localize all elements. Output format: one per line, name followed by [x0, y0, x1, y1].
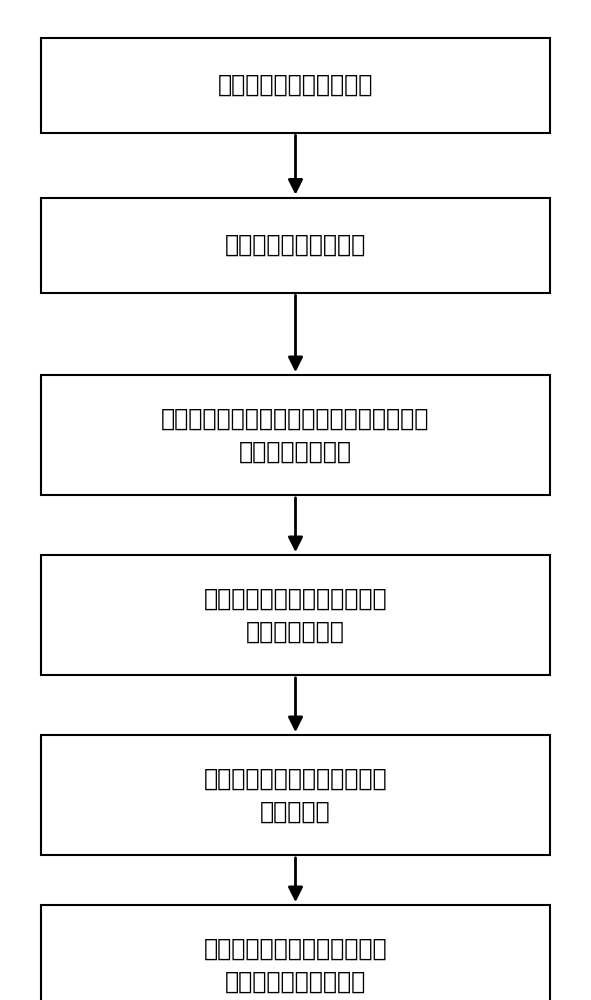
Bar [41, 735, 550, 855]
Bar [41, 37, 550, 132]
Bar [41, 905, 550, 1000]
Text: 开启机床加工工件，刀具全部
切入后关闭机床: 开启机床加工工件，刀具全部 切入后关闭机床 [204, 586, 387, 644]
Bar [41, 555, 550, 675]
Text: 取下工件，利用轮廓仪测量凹
坑深度，得出衰减系数: 取下工件，利用轮廓仪测量凹 坑深度，得出衰减系数 [204, 936, 387, 994]
Text: 开启超声系统，刀具在工件表
面留下凹坑: 开启超声系统，刀具在工件表 面留下凹坑 [204, 766, 387, 824]
Text: 连接超声设备，安装工件: 连接超声设备，安装工件 [218, 73, 373, 97]
Bar [41, 375, 550, 495]
Bar [41, 198, 550, 292]
Text: 启动超声辅助加工系统: 启动超声辅助加工系统 [225, 233, 366, 257]
Text: 利用激光位移传感器测量空载振幅，测量完
毕后关闭超声系统: 利用激光位移传感器测量空载振幅，测量完 毕后关闭超声系统 [161, 406, 430, 464]
